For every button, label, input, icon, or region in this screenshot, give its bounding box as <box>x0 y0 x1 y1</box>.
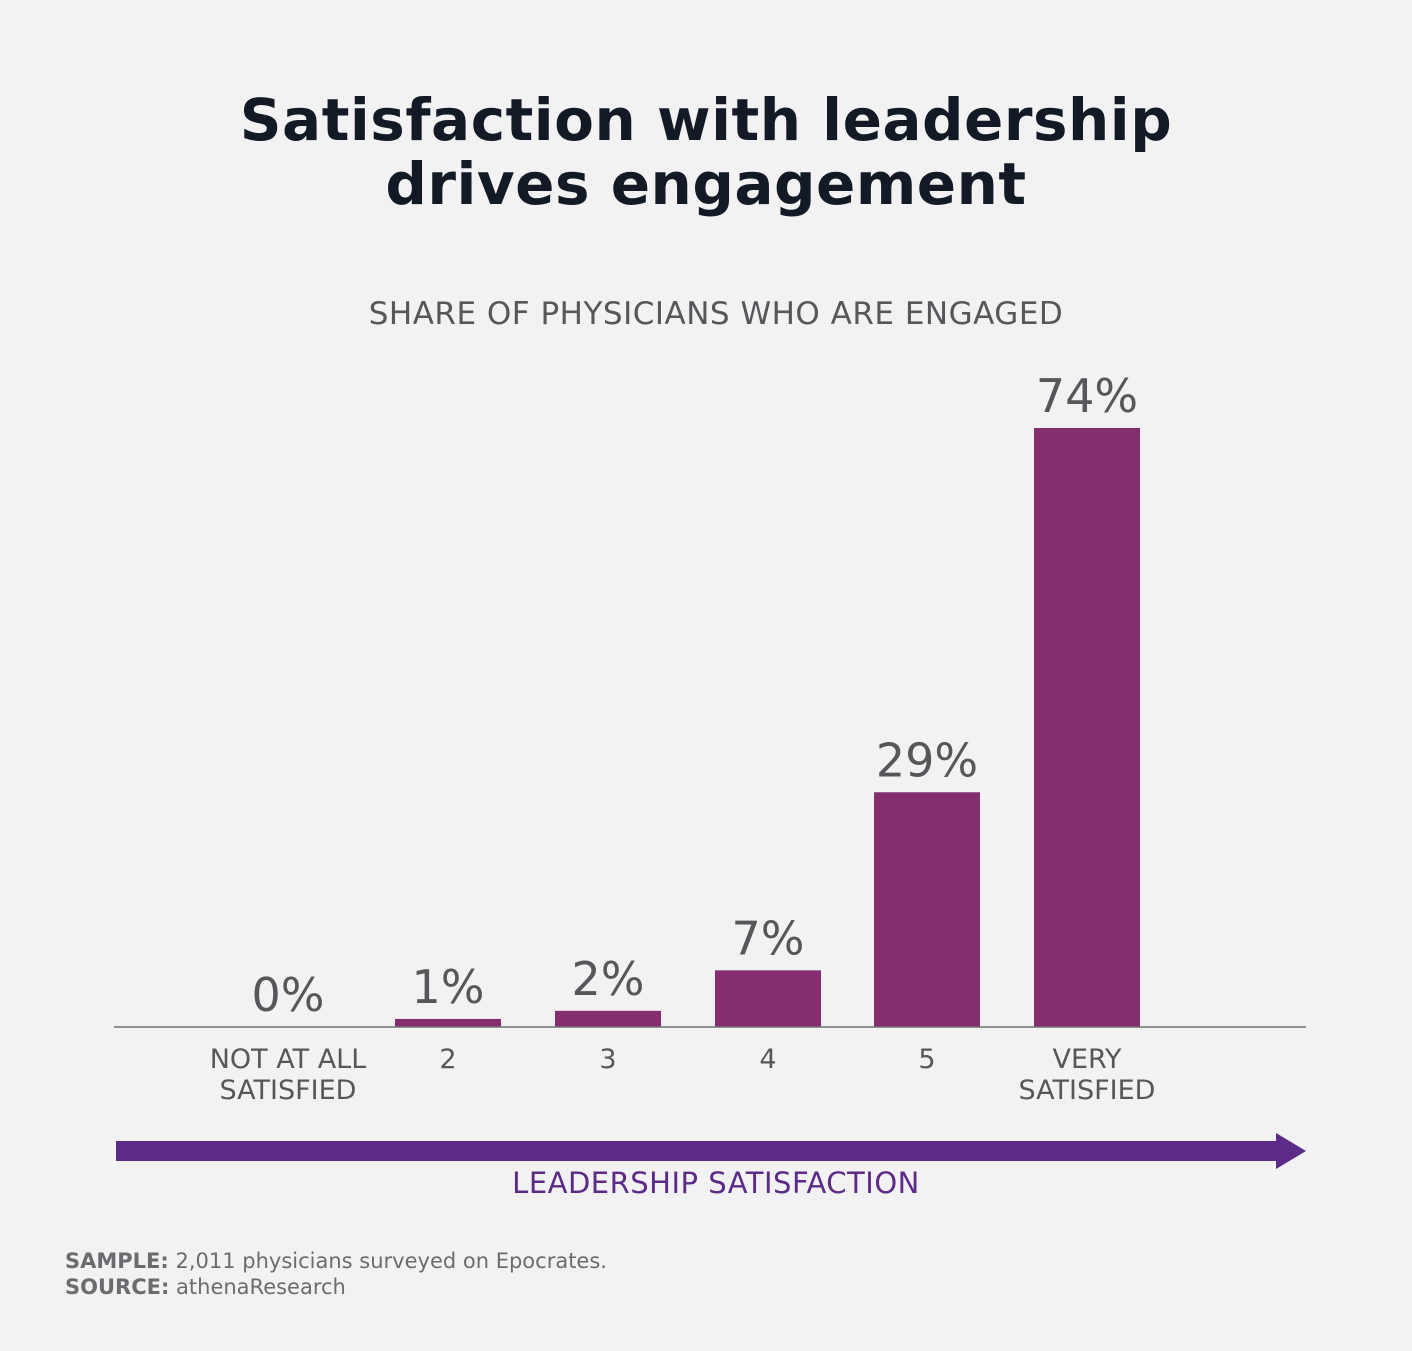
chart-subtitle: SHARE OF PHYSICIANS WHO ARE ENGAGED <box>368 296 1064 332</box>
chart-title-line-1: Satisfaction with leadership <box>239 86 1173 154</box>
sample-footnote: SAMPLE: 2,011 physicians surveyed on Epo… <box>65 1248 607 1274</box>
bar-value-label-6: 74% <box>1036 369 1138 423</box>
bar-value-label-3: 2% <box>572 952 645 1006</box>
category-label-1-line-2: SATISFIED <box>220 1075 357 1106</box>
source-footnote: SOURCE: athenaResearch <box>65 1274 346 1300</box>
category-label-4-line-1: 4 <box>759 1044 776 1075</box>
category-label-5-line-1: 5 <box>918 1044 935 1075</box>
category-label-4: 4 <box>759 1044 776 1075</box>
x-axis-title: LEADERSHIP SATISFACTION <box>512 1166 920 1200</box>
category-label-6-line-2: SATISFIED <box>1019 1075 1156 1106</box>
category-label-2: 2 <box>439 1044 456 1075</box>
chart-title: Satisfaction with leadership drives enga… <box>0 88 1412 216</box>
bar-value-label-5: 29% <box>876 733 978 787</box>
sample-footnote-key: SAMPLE: <box>65 1249 169 1273</box>
bars-layer <box>395 428 1140 1027</box>
sample-footnote-text: 2,011 physicians surveyed on Epocrates. <box>168 1249 607 1273</box>
value-labels-layer: 0% 1% 2% 7% 29% 74% <box>252 369 1139 1022</box>
bar-2 <box>395 1018 501 1027</box>
category-label-2-line-1: 2 <box>439 1044 456 1075</box>
category-label-5: 5 <box>918 1044 935 1075</box>
bar-4 <box>715 970 821 1027</box>
category-label-3: 3 <box>599 1044 616 1075</box>
bar-6 <box>1034 428 1140 1027</box>
axis-arrow <box>116 1133 1306 1169</box>
bar-3 <box>555 1010 661 1027</box>
axis-arrow-shaft <box>116 1141 1278 1161</box>
bar-5 <box>874 792 980 1027</box>
category-label-3-line-1: 3 <box>599 1044 616 1075</box>
axis-arrow-head <box>1276 1133 1306 1169</box>
bar-value-label-4: 7% <box>732 911 805 965</box>
chart-title-line-2: drives engagement <box>385 150 1027 218</box>
bar-value-label-2: 1% <box>412 960 485 1014</box>
category-label-6-line-1: VERY <box>1052 1044 1122 1075</box>
bar-value-label-1: 0% <box>252 968 325 1022</box>
category-label-1-line-1: NOT AT ALL <box>210 1044 367 1075</box>
source-footnote-key: SOURCE: <box>65 1275 170 1299</box>
source-footnote-text: athenaResearch <box>169 1275 346 1299</box>
